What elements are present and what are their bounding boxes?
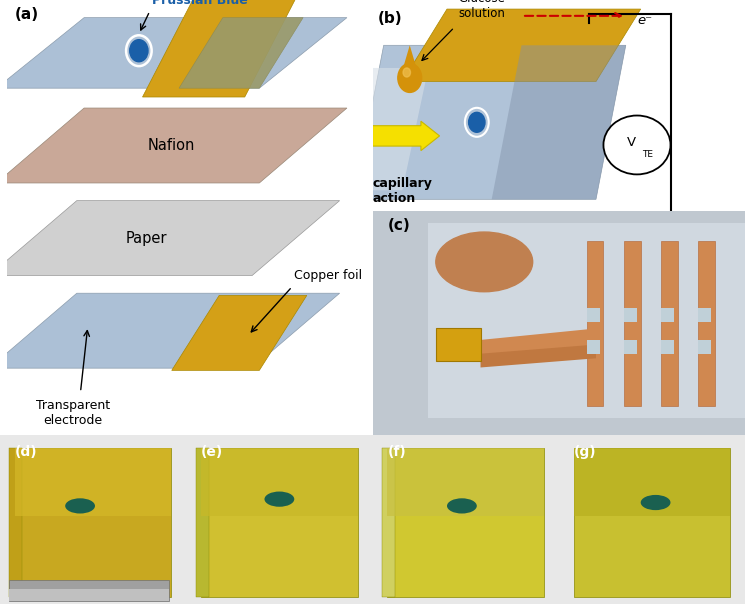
Polygon shape [142,0,299,97]
Bar [574,448,730,597]
Bar [662,241,678,406]
Text: Prussian Blue: Prussian Blue [152,0,247,7]
Bar [201,448,358,597]
Text: TE: TE [642,150,653,159]
Bar [587,308,600,321]
Text: (a): (a) [15,7,39,22]
Bar [436,329,481,361]
Ellipse shape [264,492,294,507]
Text: Transparent
electrode: Transparent electrode [36,399,110,427]
Bar [387,448,544,516]
Circle shape [130,40,148,62]
Ellipse shape [641,495,671,510]
Bar [9,448,22,597]
Circle shape [403,68,410,77]
Bar [624,241,641,406]
Text: e⁻: e⁻ [637,14,652,27]
Bar [381,448,395,597]
Bar [428,223,745,418]
Polygon shape [0,18,347,88]
Bar [662,308,674,321]
Text: (e): (e) [201,445,224,459]
FancyArrow shape [372,121,440,150]
Text: Nafion: Nafion [148,138,195,153]
Circle shape [469,112,485,132]
Polygon shape [0,201,340,275]
Bar [699,340,711,354]
Polygon shape [328,68,428,190]
Bar [574,448,730,516]
Bar [699,308,711,321]
Polygon shape [481,344,596,367]
Polygon shape [171,295,307,370]
Bar [9,589,170,600]
Polygon shape [402,9,641,82]
Text: V: V [627,136,636,149]
Polygon shape [481,329,596,358]
Polygon shape [179,18,303,88]
Bar [624,340,637,354]
Ellipse shape [603,115,670,175]
Polygon shape [0,293,340,368]
Bar [387,448,544,597]
Ellipse shape [447,498,477,513]
Text: Copper foil: Copper foil [294,269,362,282]
Bar [587,340,600,354]
Text: (g): (g) [574,445,596,459]
Bar [624,308,637,321]
Text: capillary
action: capillary action [372,176,432,205]
Bar [195,448,209,597]
Text: Glucose
solution: Glucose solution [458,0,505,21]
Polygon shape [403,45,416,68]
Polygon shape [492,45,626,199]
Bar [15,448,171,597]
Text: (d): (d) [15,445,37,459]
Text: (b): (b) [378,11,403,27]
Bar [662,340,674,354]
Bar [15,448,171,516]
Bar [201,448,358,516]
Text: (c): (c) [387,218,410,233]
Circle shape [398,63,422,92]
Polygon shape [354,45,626,199]
Text: Paper: Paper [125,231,167,246]
Bar [587,241,603,406]
Circle shape [436,232,533,292]
Polygon shape [421,217,641,290]
Ellipse shape [66,498,95,513]
Bar [9,580,170,600]
Polygon shape [0,108,347,183]
Bar [699,241,715,406]
Text: (f): (f) [387,445,406,459]
